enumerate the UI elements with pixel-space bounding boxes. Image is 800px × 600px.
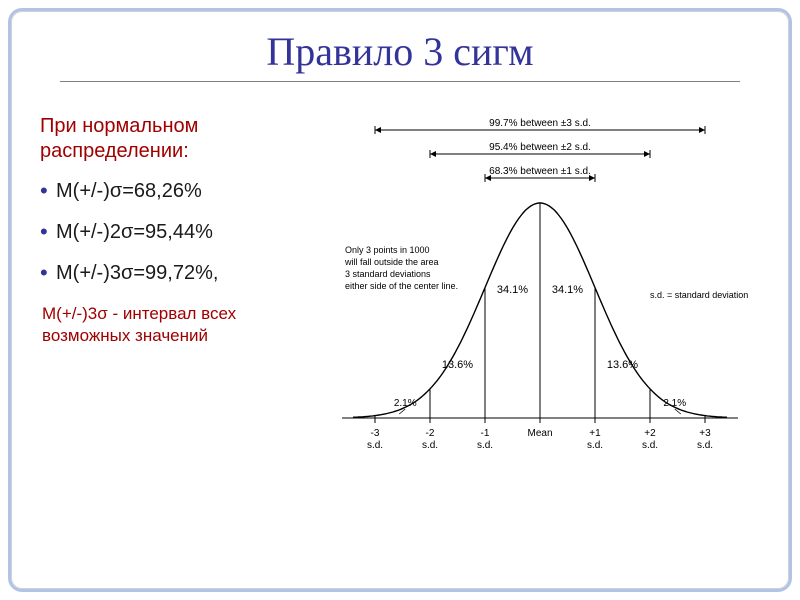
svg-text:s.d.: s.d. — [422, 440, 438, 451]
svg-text:13.6%: 13.6% — [442, 359, 473, 371]
bullet-item: М(+/-)2σ=95,44% — [40, 221, 310, 244]
svg-text:+3: +3 — [699, 428, 711, 439]
svg-text:either side of the center line: either side of the center line. — [345, 281, 458, 291]
svg-text:s.d.: s.d. — [367, 440, 383, 451]
svg-text:2.1%: 2.1% — [663, 398, 686, 409]
svg-text:99.7% between ±3 s.d.: 99.7% between ±3 s.d. — [489, 118, 591, 129]
svg-text:s.d.: s.d. — [697, 440, 713, 451]
svg-text:34.1%: 34.1% — [497, 284, 528, 296]
svg-text:s.d.: s.d. — [587, 440, 603, 451]
svg-text:s.d.: s.d. — [642, 440, 658, 451]
svg-text:s.d. = standard deviation: s.d. = standard deviation — [650, 290, 748, 300]
svg-text:+1: +1 — [589, 428, 601, 439]
svg-text:13.6%: 13.6% — [607, 359, 638, 371]
svg-text:3 standard deviations: 3 standard deviations — [345, 269, 431, 279]
bullet-item: М(+/-)3σ=99,72%, — [40, 262, 310, 285]
svg-text:Mean: Mean — [527, 428, 552, 439]
svg-text:Only 3 points in 1000: Only 3 points in 1000 — [345, 245, 430, 255]
svg-text:s.d.: s.d. — [477, 440, 493, 451]
svg-text:-3: -3 — [371, 428, 380, 439]
svg-text:+2: +2 — [644, 428, 656, 439]
chart-panel: 99.7% between ±3 s.d. 95.4% between ±2 s.… — [320, 108, 770, 493]
svg-text:68.3% between ±1 s.d.: 68.3% between ±1 s.d. — [489, 166, 591, 177]
bell-curve-chart: 99.7% between ±3 s.d. 95.4% between ±2 s.… — [320, 108, 760, 488]
svg-text:34.1%: 34.1% — [552, 284, 583, 296]
svg-text:will fall outside the area: will fall outside the area — [344, 257, 439, 267]
bullet-item: М(+/-)σ=68,26% — [40, 180, 310, 203]
bullet-list: М(+/-)σ=68,26% М(+/-)2σ=95,44% М(+/-)3σ=… — [40, 180, 310, 285]
svg-text:-2: -2 — [426, 428, 435, 439]
svg-text:95.4% between ±2 s.d.: 95.4% between ±2 s.d. — [489, 142, 591, 153]
svg-text:-1: -1 — [481, 428, 490, 439]
svg-text:2.1%: 2.1% — [394, 398, 417, 409]
